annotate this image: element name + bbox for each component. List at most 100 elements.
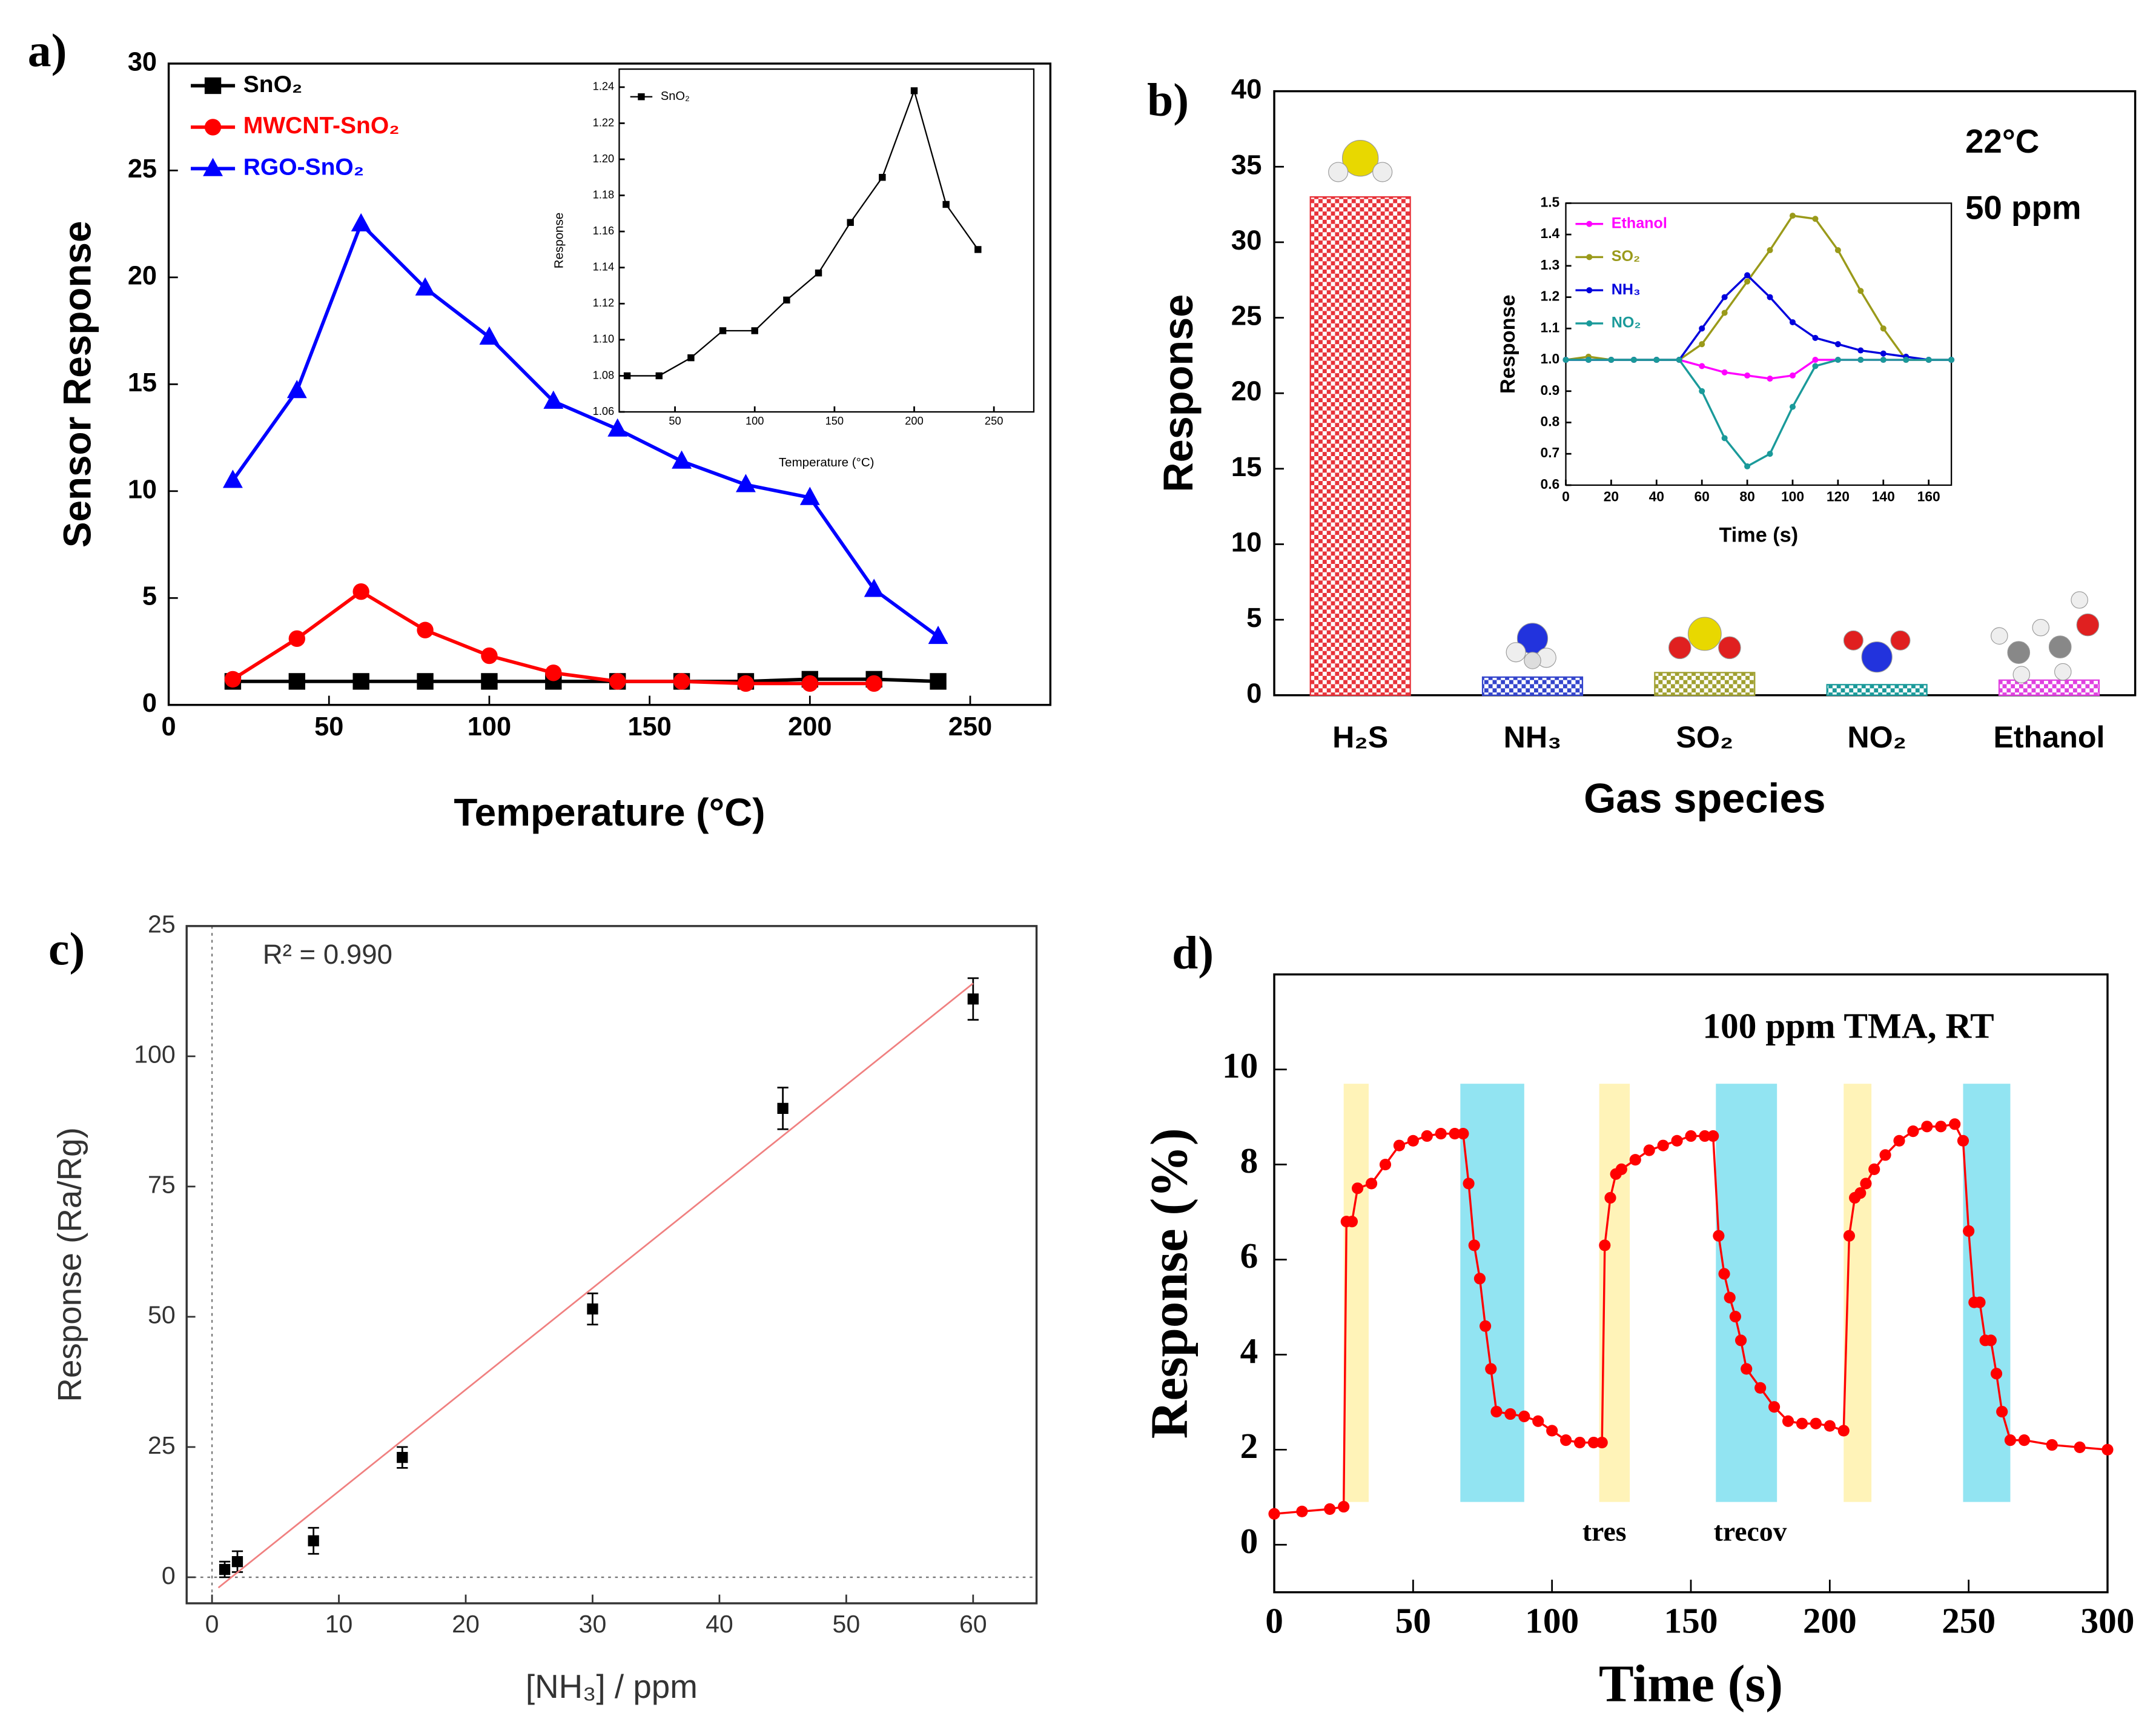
marker bbox=[288, 673, 305, 690]
molecule-atom bbox=[1341, 139, 1379, 177]
marker bbox=[930, 673, 947, 690]
marker bbox=[352, 583, 369, 600]
marker bbox=[351, 213, 371, 231]
marker bbox=[942, 200, 950, 208]
marker bbox=[1596, 1436, 1608, 1449]
molecule-atom bbox=[2076, 613, 2100, 637]
y-tick-label: 5 bbox=[1246, 602, 1262, 633]
marker bbox=[1473, 1273, 1486, 1285]
y-tick-label: 100 bbox=[134, 1041, 176, 1068]
marker bbox=[1324, 1503, 1336, 1515]
x-axis-label: Temperature (°C) bbox=[454, 790, 765, 834]
legend-marker bbox=[1586, 287, 1593, 294]
y-tick-label: 1.4 bbox=[1541, 225, 1560, 241]
x-tick-label: 0 bbox=[1562, 488, 1570, 504]
annotation: 22°C bbox=[1965, 122, 2039, 160]
y-tick-label: 50 bbox=[148, 1301, 176, 1329]
inset-chart: 0.6 0.7 0.8 0.9 1.0 1.1 1.2 1.3 1.4 1.5 0 20 40 60 80 1… bbox=[1496, 194, 1955, 546]
marker bbox=[1608, 357, 1615, 363]
marker bbox=[1573, 1436, 1586, 1449]
y-tick-label: 20 bbox=[128, 261, 157, 290]
molecule-atom bbox=[1372, 162, 1393, 182]
marker bbox=[928, 626, 948, 644]
annotation: trecov bbox=[1714, 1516, 1787, 1546]
marker bbox=[1615, 1163, 1627, 1175]
x-tick-label: 250 bbox=[1942, 1601, 1996, 1641]
y-tick-label: 4 bbox=[1240, 1331, 1258, 1371]
marker bbox=[1907, 1125, 1919, 1138]
marker bbox=[1518, 1410, 1530, 1422]
molecule-atom bbox=[1991, 627, 2008, 645]
x-tick-label: 0 bbox=[161, 712, 176, 741]
inset-background bbox=[1566, 203, 1952, 485]
molecule-atom bbox=[1506, 642, 1526, 663]
y-axis-label: Response bbox=[1496, 294, 1519, 394]
marker bbox=[587, 1303, 598, 1315]
marker bbox=[1957, 1135, 1969, 1147]
y-tick-label: 1.08 bbox=[593, 368, 615, 381]
legend-label: SO₂ bbox=[1612, 248, 1640, 265]
band bbox=[1460, 1084, 1524, 1502]
marker bbox=[1653, 357, 1660, 363]
marker bbox=[1789, 213, 1796, 219]
marker bbox=[1734, 1334, 1747, 1347]
y-tick-label: 25 bbox=[148, 910, 176, 938]
marker bbox=[1744, 463, 1751, 469]
marker bbox=[1812, 334, 1819, 341]
marker bbox=[1346, 1216, 1358, 1228]
marker bbox=[1744, 272, 1751, 279]
x-tick-label: 250 bbox=[985, 414, 1003, 427]
marker bbox=[1990, 1368, 2003, 1380]
bar bbox=[1654, 672, 1756, 696]
x-tick-label: 150 bbox=[1664, 1601, 1718, 1641]
legend-label: SnO₂ bbox=[661, 90, 690, 103]
x-tick-label: 120 bbox=[1827, 488, 1850, 504]
marker bbox=[1721, 435, 1728, 442]
marker bbox=[1857, 288, 1864, 294]
x-tick-label: NO₂ bbox=[1847, 720, 1906, 754]
molecule-atom bbox=[1861, 641, 1893, 673]
plot-frame bbox=[185, 925, 1038, 1605]
marker bbox=[1630, 357, 1637, 363]
molecule-atom bbox=[2012, 666, 2031, 683]
y-tick-label: 0 bbox=[1240, 1521, 1258, 1561]
legend-marker bbox=[203, 157, 223, 176]
marker bbox=[1935, 1121, 1947, 1133]
x-tick-label: 40 bbox=[706, 1610, 733, 1638]
marker bbox=[1744, 372, 1751, 379]
x-tick-label: 50 bbox=[314, 712, 343, 741]
y-tick-label: 40 bbox=[1231, 74, 1262, 105]
annotation: 50 ppm bbox=[1965, 188, 2082, 226]
marker bbox=[777, 1102, 789, 1114]
chart-panel: 0 5 10 15 20 25 30 35 40 Gas species Response b) 22°… bbox=[1147, 74, 2137, 822]
y-tick-label: 1.5 bbox=[1541, 194, 1560, 210]
marker bbox=[783, 296, 790, 304]
marker bbox=[1718, 1268, 1730, 1280]
y-tick-label: 1.22 bbox=[593, 116, 615, 128]
marker bbox=[1599, 1239, 1611, 1251]
y-tick-label: 0 bbox=[1246, 678, 1262, 709]
y-tick-label: 1.1 bbox=[1541, 319, 1560, 335]
marker bbox=[1854, 1187, 1867, 1199]
marker bbox=[1824, 1420, 1836, 1432]
bar bbox=[1481, 676, 1584, 696]
marker bbox=[1296, 1505, 1308, 1517]
marker bbox=[1903, 357, 1910, 363]
marker bbox=[219, 1563, 231, 1575]
marker bbox=[1789, 372, 1796, 379]
molecule-atom bbox=[1328, 162, 1349, 182]
marker bbox=[1435, 1127, 1447, 1140]
molecule-atom bbox=[1843, 630, 1863, 651]
marker bbox=[1985, 1334, 1997, 1347]
y-tick-label: 5 bbox=[142, 582, 157, 611]
marker bbox=[1925, 357, 1932, 363]
x-tick-label: 100 bbox=[1781, 488, 1804, 504]
marker bbox=[1837, 1425, 1850, 1437]
marker bbox=[673, 673, 690, 690]
marker bbox=[1560, 1434, 1572, 1446]
legend-label: SnO₂ bbox=[243, 71, 303, 98]
marker bbox=[655, 372, 663, 380]
molecule-atom bbox=[1718, 636, 1741, 660]
annotation: R² = 0.990 bbox=[263, 939, 392, 970]
